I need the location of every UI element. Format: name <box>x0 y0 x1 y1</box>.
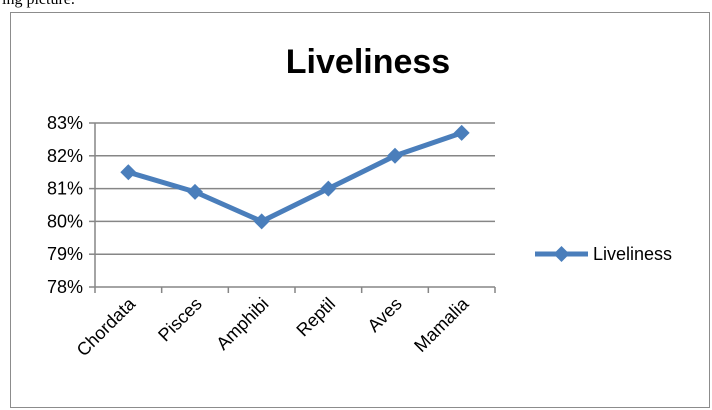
x-tick-label: Pisces <box>154 294 206 346</box>
gridlines <box>95 122 495 255</box>
y-tick-label: 81% <box>47 179 83 199</box>
data-point <box>253 213 270 230</box>
page-caption: ing picture. <box>2 0 75 9</box>
x-tick-label: Amphibi <box>212 294 272 354</box>
x-tick-labels: Chordata Pisces Amphibi Reptil Aves Mamalia <box>73 293 474 360</box>
data-point <box>187 183 203 200</box>
y-tick-label: 83% <box>47 113 83 133</box>
x-tick-label: Aves <box>364 294 406 336</box>
y-tick-label: 80% <box>47 211 83 231</box>
x-tick-label: Reptil <box>292 294 339 341</box>
x-tick-label: Mamalia <box>410 293 473 356</box>
x-tick-label: Chordata <box>73 293 140 360</box>
legend-marker <box>553 246 570 262</box>
chart-title: Liveliness <box>286 43 450 81</box>
data-point <box>120 164 137 181</box>
axes <box>89 122 496 293</box>
data-point <box>453 124 470 141</box>
data-point <box>387 147 403 164</box>
data-point <box>320 180 337 197</box>
chart-area <box>10 12 710 408</box>
series <box>120 124 470 230</box>
y-tick-label: 78% <box>47 277 83 297</box>
y-tick-labels: 78% 79% 80% 81% 82% 83% <box>47 113 83 297</box>
legend: Liveliness <box>535 244 672 264</box>
series-line <box>125 130 465 224</box>
legend-label: Liveliness <box>593 244 672 264</box>
y-tick-label: 79% <box>47 244 83 264</box>
y-tick-label: 82% <box>47 146 83 166</box>
